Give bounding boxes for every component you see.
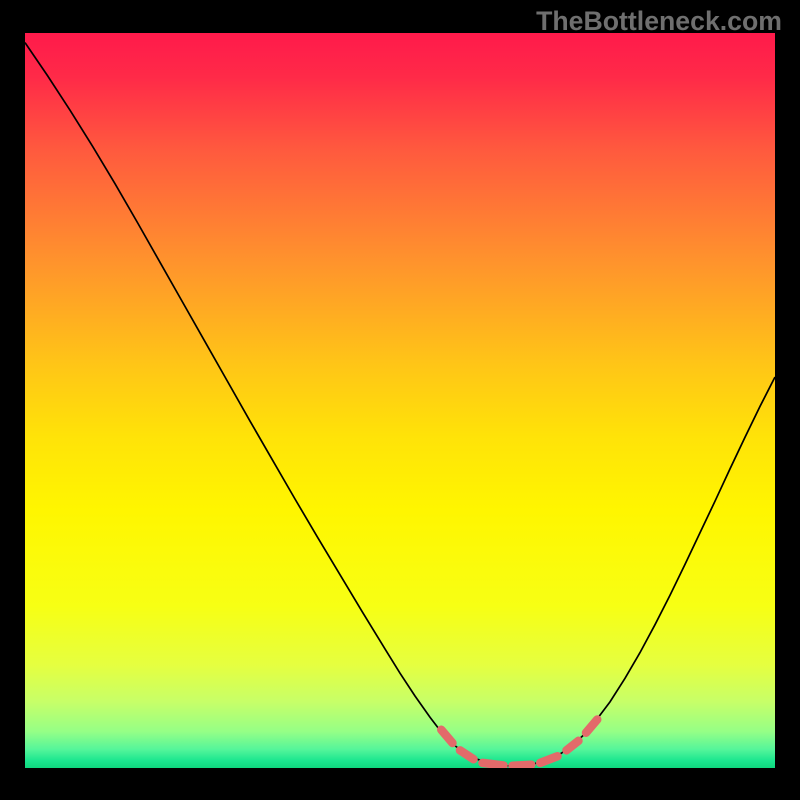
chart-canvas: TheBottleneck.com [0,0,800,800]
plot-svg [25,33,775,768]
gradient-background [25,33,775,768]
plot-area [25,33,775,768]
valley-dash [483,763,504,766]
valley-dash [513,765,532,766]
